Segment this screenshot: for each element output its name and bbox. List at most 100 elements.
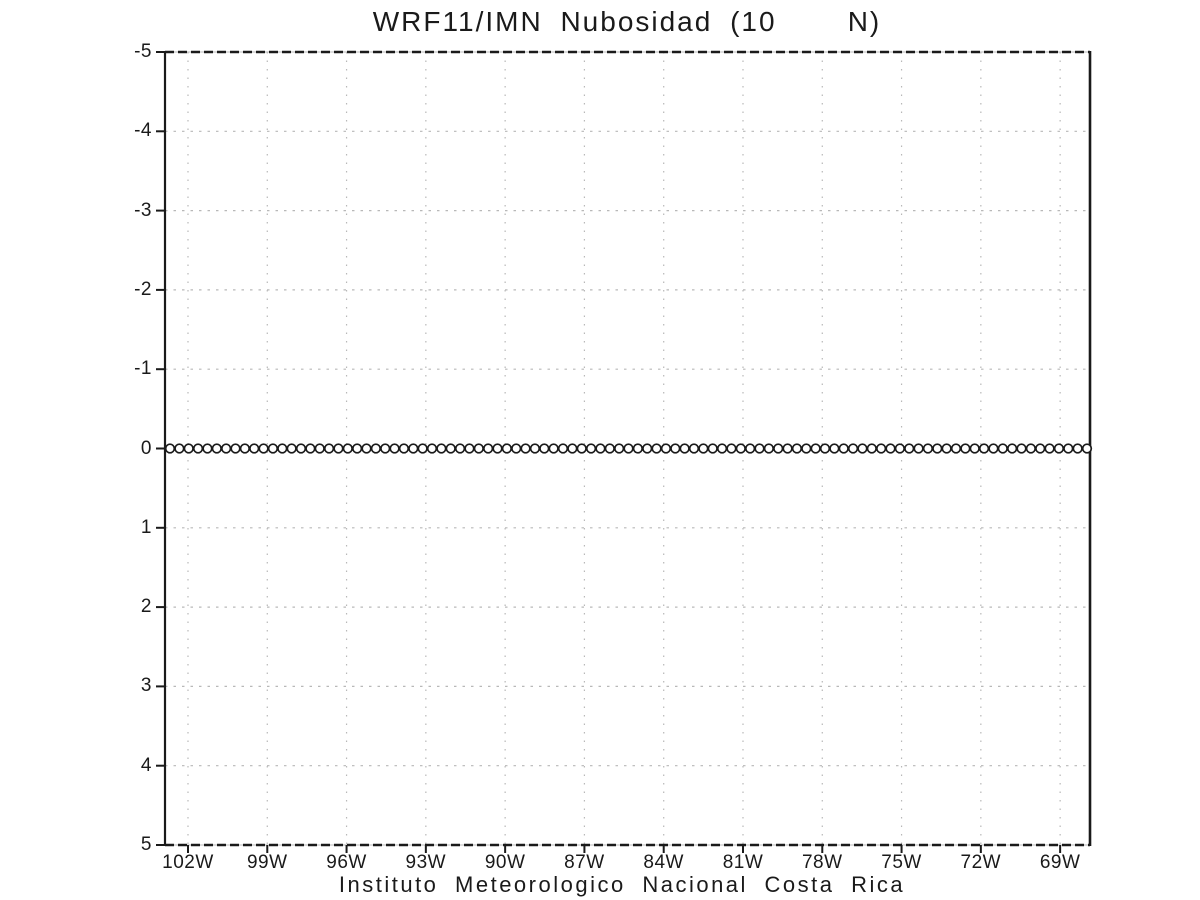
x-tick-label: 96W	[326, 852, 367, 873]
data-point-marker	[351, 443, 363, 454]
x-tick-label: 78W	[801, 852, 843, 873]
data-point-marker	[295, 443, 307, 454]
data-point-marker	[950, 443, 962, 454]
x-tick-label: 90W	[484, 852, 526, 873]
data-point-marker	[192, 443, 204, 454]
data-point-marker	[1053, 443, 1065, 454]
data-point-marker	[220, 443, 232, 454]
data-point-marker	[688, 443, 700, 454]
data-point-marker	[239, 443, 251, 454]
data-point-marker	[885, 443, 896, 454]
data-point-marker	[735, 443, 746, 454]
data-point-marker	[707, 443, 718, 454]
data-point-marker	[511, 443, 522, 454]
data-point-marker	[305, 443, 316, 454]
data-point-marker	[398, 443, 410, 454]
data-point-marker	[576, 443, 587, 454]
data-point-marker	[1063, 443, 1074, 454]
data-point-marker	[464, 443, 475, 454]
x-tick-label: 93W	[405, 852, 447, 873]
data-point-marker	[969, 443, 980, 454]
data-point-marker	[370, 443, 382, 454]
y-tick-label: 4	[140, 754, 152, 776]
data-point-marker	[763, 443, 775, 454]
data-series	[164, 443, 1093, 454]
data-point-marker	[773, 443, 784, 454]
data-point-marker	[164, 443, 176, 454]
data-point-marker	[342, 443, 353, 454]
data-point-marker	[426, 443, 438, 454]
y-tick-label: -4	[134, 120, 152, 142]
data-point-marker	[249, 443, 260, 454]
data-point-marker	[679, 443, 690, 454]
data-point-marker	[501, 443, 513, 454]
data-point-marker	[1006, 443, 1018, 454]
data-point-marker	[782, 443, 793, 454]
data-point-marker	[894, 443, 906, 454]
x-tick-label: 81W	[722, 852, 764, 873]
data-point-marker	[267, 443, 279, 454]
data-point-marker	[922, 443, 934, 454]
data-point-marker	[866, 443, 877, 454]
x-tick-label: 102W	[162, 852, 214, 873]
data-point-marker	[632, 443, 644, 454]
data-point-marker	[716, 443, 728, 454]
data-point-marker	[838, 443, 849, 454]
y-tick-label: 2	[140, 596, 152, 618]
data-point-marker	[857, 443, 868, 454]
y-tick-label: -5	[134, 41, 152, 62]
data-point-marker	[361, 443, 372, 454]
data-point-marker	[642, 443, 653, 454]
data-point-marker	[230, 443, 241, 454]
data-point-marker	[810, 443, 821, 454]
y-tick-label: 3	[140, 675, 152, 697]
data-point-marker	[520, 443, 531, 454]
data-point-marker	[670, 443, 681, 454]
data-point-marker	[660, 443, 672, 454]
data-point-marker	[333, 443, 344, 454]
data-point-marker	[482, 443, 494, 454]
data-point-marker	[932, 443, 943, 454]
data-point-marker	[1081, 443, 1093, 454]
y-tick-label: 5	[140, 834, 152, 855]
data-point-marker	[1035, 443, 1046, 454]
data-point-marker	[183, 443, 194, 454]
y-tick-label: -3	[134, 199, 152, 221]
data-point-marker	[258, 443, 269, 454]
y-tick-label: -2	[134, 278, 152, 300]
data-point-marker	[473, 443, 484, 454]
data-point-marker	[595, 443, 606, 454]
data-point-marker	[829, 443, 840, 454]
data-point-marker	[436, 443, 447, 454]
data-point-marker	[539, 443, 550, 454]
data-point-marker	[1025, 443, 1037, 454]
data-point-marker	[744, 443, 756, 454]
data-point-marker	[408, 443, 419, 454]
data-point-marker	[557, 443, 569, 454]
data-point-marker	[492, 443, 503, 454]
data-point-marker	[613, 443, 625, 454]
data-point-marker	[698, 443, 709, 454]
data-point-marker	[1044, 443, 1055, 454]
data-point-marker	[801, 443, 812, 454]
data-point-marker	[754, 443, 765, 454]
data-point-marker	[997, 443, 1008, 454]
data-point-marker	[585, 443, 597, 454]
data-point-marker	[529, 443, 541, 454]
data-point-marker	[651, 443, 662, 454]
data-point-marker	[314, 443, 325, 454]
y-tick-label: 1	[140, 516, 152, 538]
data-point-marker	[941, 443, 952, 454]
chart-caption: Instituto Meteorologico Nacional Costa R…	[338, 872, 906, 897]
data-point-marker	[567, 443, 578, 454]
x-tick-label: 72W	[960, 852, 1002, 873]
data-point-marker	[913, 443, 924, 454]
data-point-marker	[174, 443, 185, 454]
data-point-marker	[1072, 443, 1083, 454]
x-tick-label: 84W	[643, 852, 684, 873]
data-point-marker	[277, 443, 288, 454]
data-point-marker	[623, 443, 634, 454]
data-point-marker	[904, 443, 915, 454]
